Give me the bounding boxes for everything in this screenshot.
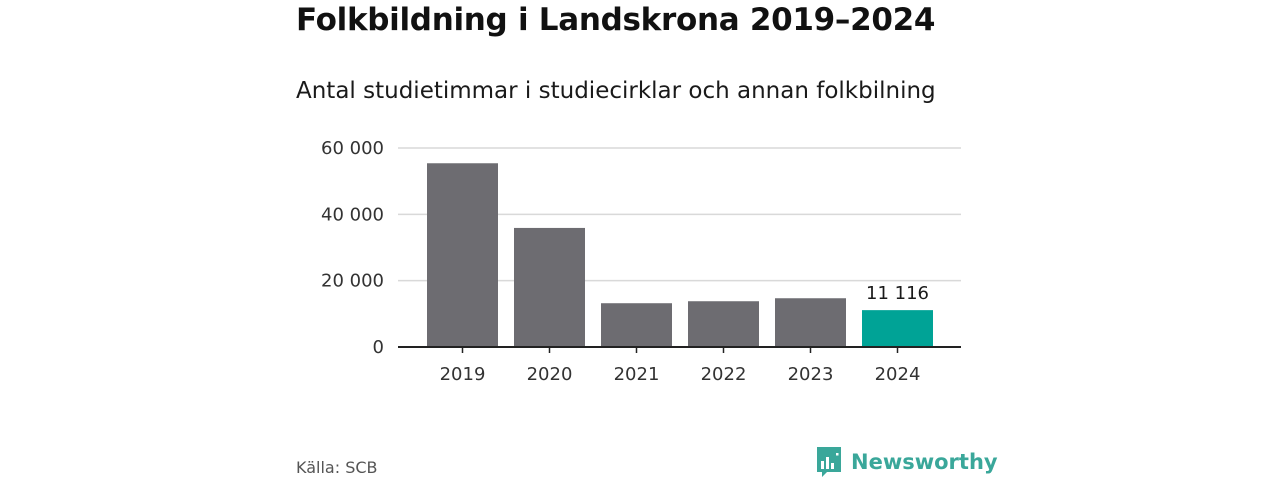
y-axis-tick-labels: 0 20 000 40 000 60 000: [321, 138, 384, 358]
bar-2022: [688, 301, 759, 347]
x-tick-label: 2021: [614, 364, 660, 385]
x-tick-label: 2023: [788, 364, 834, 385]
brand-name: Newsworthy: [851, 450, 998, 474]
x-tick-label: 2024: [875, 364, 921, 385]
data-label: 11 116: [866, 283, 929, 304]
bar-2021: [601, 303, 672, 347]
chart-title: Folkbildning i Landskrona 2019–2024: [296, 2, 936, 38]
newsworthy-logo-icon: [817, 447, 841, 477]
data-labels: 11 116: [866, 283, 929, 304]
bar-2024: [862, 310, 933, 347]
x-tick-label: 2019: [440, 364, 486, 385]
bar-2023: [775, 298, 846, 347]
y-tick-label: 40 000: [321, 204, 384, 225]
y-tick-label: 60 000: [321, 138, 384, 159]
y-tick-label: 20 000: [321, 271, 384, 292]
x-tick-label: 2022: [701, 364, 747, 385]
bar-2020: [514, 227, 585, 347]
y-tick-label: 0: [373, 337, 384, 358]
bars: [427, 163, 933, 347]
chart-subtitle: Antal studietimmar i studiecirklar och a…: [296, 78, 936, 104]
bar-2019: [427, 163, 498, 347]
source-note: Källa: SCB: [296, 458, 378, 477]
x-axis-tick-labels: 2019 2020 2021 2022 2023 2024: [440, 347, 921, 385]
brand-logo: Newsworthy: [815, 446, 998, 478]
x-tick-label: 2020: [527, 364, 573, 385]
